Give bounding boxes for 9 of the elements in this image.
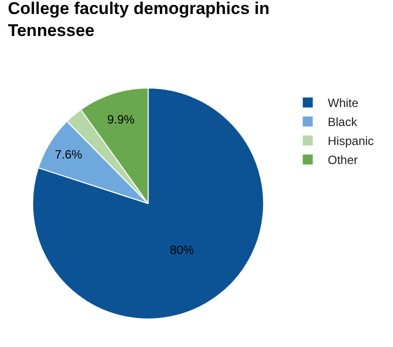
chart-title: College faculty demographics in Tennessee — [8, 0, 270, 40]
pie-slice — [32, 88, 264, 320]
data-label: 80% — [170, 243, 194, 258]
data-label: 9.9% — [107, 112, 135, 126]
legend-label: White — [328, 96, 359, 110]
data-label: 7.6% — [54, 147, 82, 162]
legend-label: Hispanic — [328, 134, 374, 148]
legend-label: Black — [328, 115, 358, 130]
legend-label: Other — [328, 153, 358, 168]
